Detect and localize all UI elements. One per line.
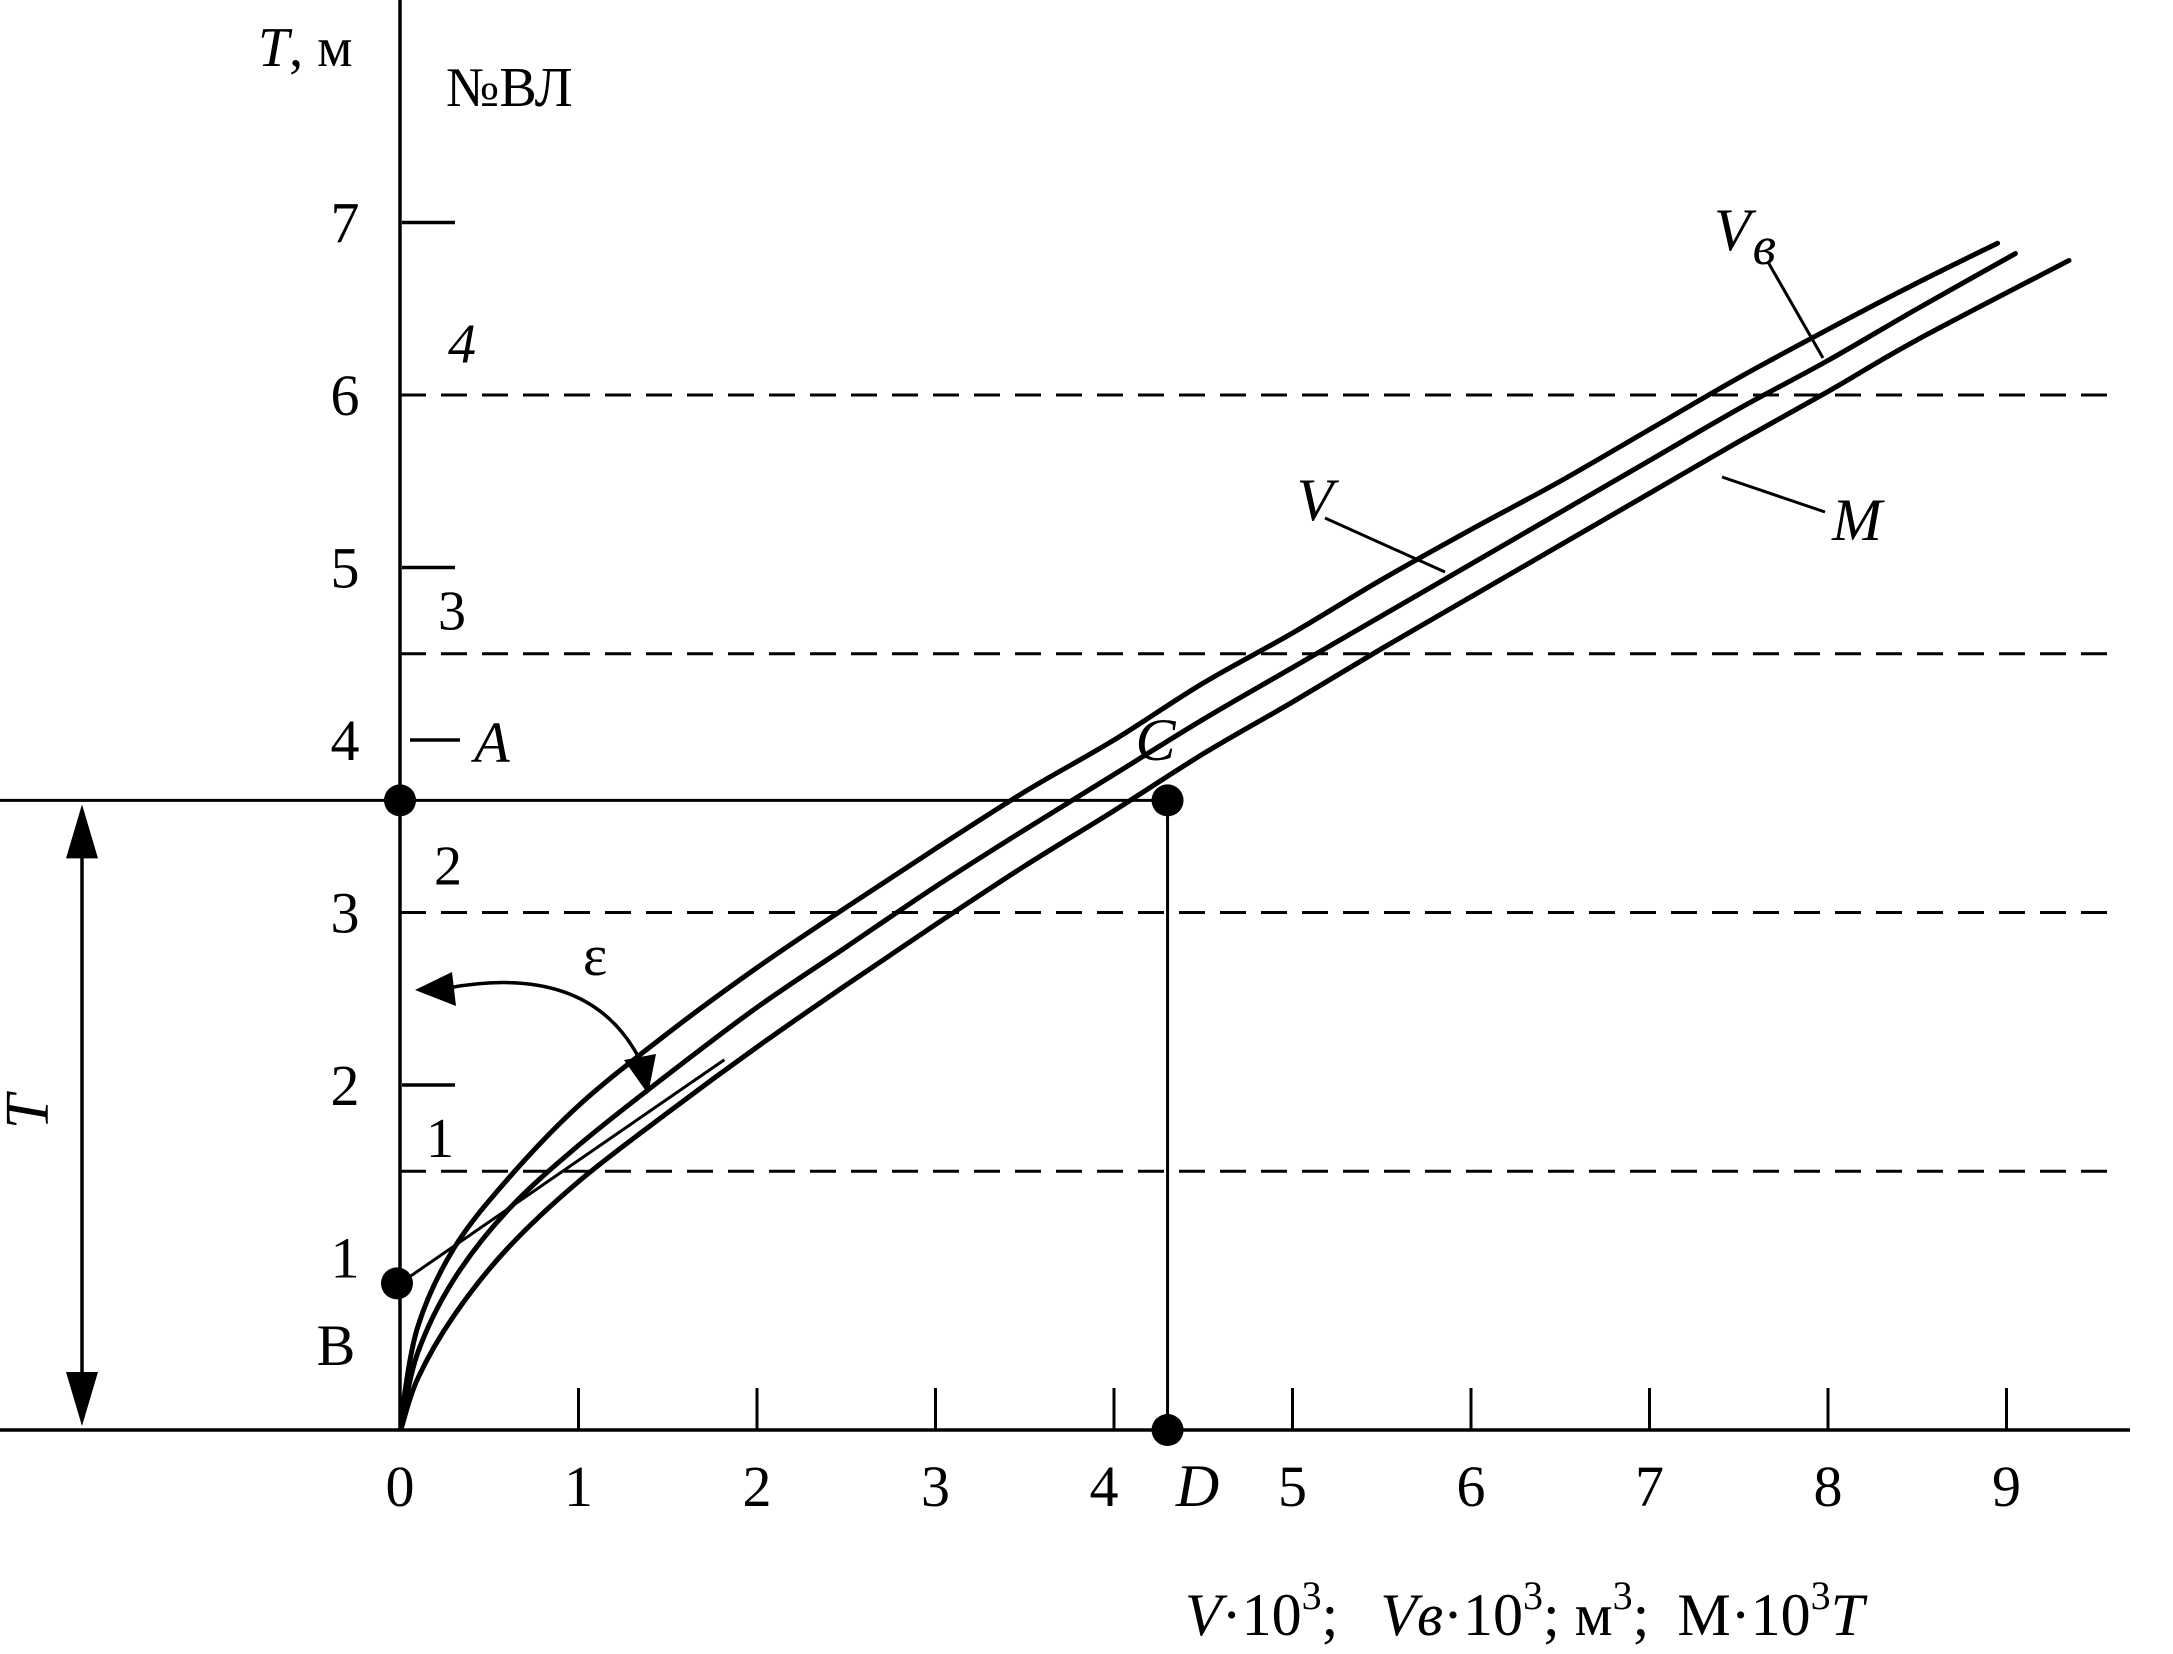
angle-arrow-head-left — [415, 972, 456, 1006]
point-c — [1151, 784, 1184, 817]
y-ticks: 1 2 3 4 5 6 7 — [331, 191, 360, 1291]
x-tick-label-2: 2 — [743, 1454, 772, 1519]
curves — [399, 240, 2072, 1430]
zone-label-3: 3 — [438, 581, 466, 643]
curve-label-vv-sub: в — [1753, 216, 1776, 276]
curve-label-vv: Vв — [1714, 197, 1776, 276]
curve-vv — [399, 251, 2018, 1424]
draft-arrow-head-bottom — [66, 1372, 98, 1426]
draft-mark-label-A: A — [470, 710, 510, 775]
x-axis-label-part-4: Vв — [1380, 1582, 1443, 1648]
x-tick-label-8: 8 — [1814, 1454, 1843, 1519]
x-tick-label-5: 5 — [1278, 1454, 1307, 1519]
x-axis-label-part-9: ; — [1633, 1582, 1650, 1648]
x-axis-label-part-8: 3 — [1613, 1573, 1633, 1618]
points: C D В — [317, 707, 1220, 1519]
curve-m — [399, 257, 2072, 1430]
x-axis-label-part-10: М·10 — [1677, 1582, 1810, 1648]
draft-arrow-label: T — [0, 1090, 62, 1129]
x-ticks: 0 1 2 3 4 5 6 7 8 9 — [386, 1388, 2021, 1519]
point-label-c: C — [1136, 707, 1177, 773]
x-axis-label-part-12: T — [1831, 1582, 1868, 1648]
zone-label-2: 2 — [434, 836, 462, 898]
y-tick-label-6: 6 — [331, 363, 360, 428]
x-axis-label: V·103; Vв·103; м3; М·103T — [1185, 1573, 1868, 1648]
y-tick-label-4: 4 — [331, 708, 360, 773]
y-axis-label-var: T — [258, 17, 293, 79]
angle-label: ε — [583, 923, 607, 988]
x-axis-label-part-2: 3 — [1302, 1573, 1322, 1618]
point-b — [381, 1267, 413, 1300]
leader-v — [1324, 516, 1446, 574]
x-axis-label-part-3: ; — [1322, 1582, 1339, 1648]
x-axis-label-part-1: ·10 — [1222, 1582, 1302, 1648]
y-axis-label-unit: , м — [289, 17, 352, 79]
x-tick-label-3: 3 — [921, 1454, 950, 1519]
point-label-d: D — [1175, 1453, 1219, 1519]
x-axis-label-part-6: 3 — [1523, 1573, 1543, 1618]
point-draft — [384, 784, 416, 817]
x-axis-label-part-0: V — [1185, 1582, 1228, 1648]
y-tick-label-2: 2 — [331, 1053, 360, 1118]
point-d — [1151, 1414, 1184, 1446]
y-axis-label: T, м — [258, 17, 353, 79]
construction-lines: Tε — [0, 798, 1170, 1430]
x-tick-label-4: 4 — [1090, 1454, 1119, 1519]
x-axis-label-part-11: 3 — [1811, 1573, 1831, 1618]
x-tick-label-6: 6 — [1457, 1454, 1486, 1519]
x-axis-label-part-5: ·10 — [1443, 1582, 1523, 1648]
angle-arc — [447, 980, 642, 1061]
curve-label-m: M — [1831, 487, 1885, 553]
zone-markers: 1 2 3 4 A — [402, 220, 510, 1170]
zone-label-4: 4 — [448, 314, 476, 376]
x-tick-label-0: 0 — [386, 1454, 415, 1519]
draft-arrow-head-top — [66, 804, 98, 859]
x-axis-label-part-7: ; м — [1543, 1582, 1613, 1648]
y-tick-label-7: 7 — [331, 191, 360, 256]
point-label-b: В — [317, 1313, 356, 1378]
x-tick-label-7: 7 — [1635, 1454, 1664, 1519]
y-tick-label-1: 1 — [331, 1226, 360, 1291]
y-tick-label-5: 5 — [331, 536, 360, 601]
zone-title: №ВЛ — [446, 57, 573, 119]
leader-m — [1721, 475, 1826, 514]
leader-vv — [1766, 261, 1825, 359]
y-tick-label-3: 3 — [331, 881, 360, 946]
x-tick-label-9: 9 — [1992, 1454, 2021, 1519]
curve-v — [399, 240, 2001, 1416]
x-tick-label-1: 1 — [564, 1454, 593, 1519]
zone-label-1: 1 — [426, 1108, 454, 1170]
